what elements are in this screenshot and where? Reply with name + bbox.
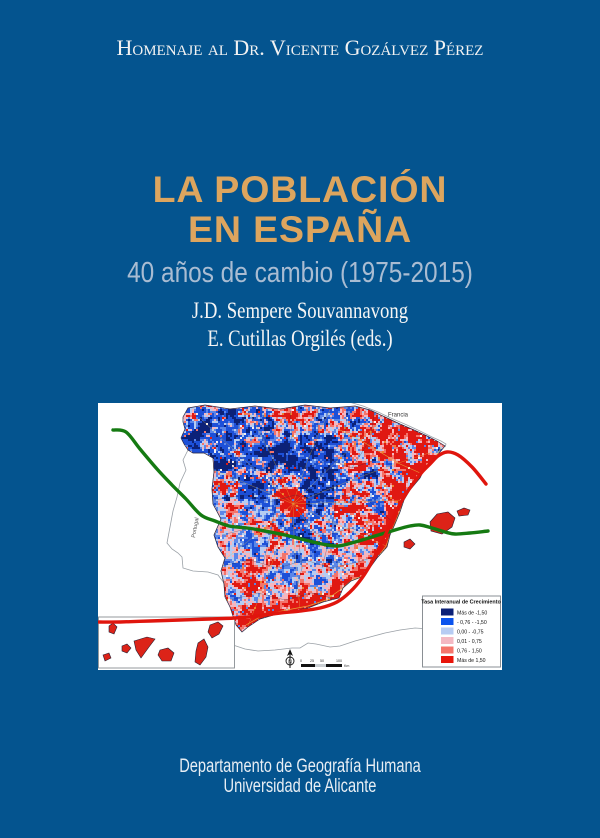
svg-text:0,76 - 1,50: 0,76 - 1,50 — [457, 649, 482, 655]
svg-text:50: 50 — [320, 659, 324, 663]
svg-text:0,00 - -0,75: 0,00 - -0,75 — [457, 630, 484, 636]
svg-text:Portugal: Portugal — [191, 517, 200, 538]
svg-text:- 0,76 - -1,50: - 0,76 - -1,50 — [457, 620, 487, 626]
svg-text:100: 100 — [336, 659, 342, 663]
svg-text:Más de -1,50: Más de -1,50 — [457, 611, 487, 617]
svg-text:Francia: Francia — [388, 413, 409, 419]
svg-text:Tasa Interanual de Crecimiento: Tasa Interanual de Crecimiento — [421, 600, 501, 606]
svg-text:N: N — [288, 660, 292, 666]
svg-text:25: 25 — [310, 659, 314, 663]
svg-text:0,01 - 0,75: 0,01 - 0,75 — [457, 639, 482, 645]
svg-text:Más de 1,50: Más de 1,50 — [457, 658, 486, 664]
svg-text:0: 0 — [300, 659, 302, 663]
svg-text:Km: Km — [344, 664, 349, 668]
